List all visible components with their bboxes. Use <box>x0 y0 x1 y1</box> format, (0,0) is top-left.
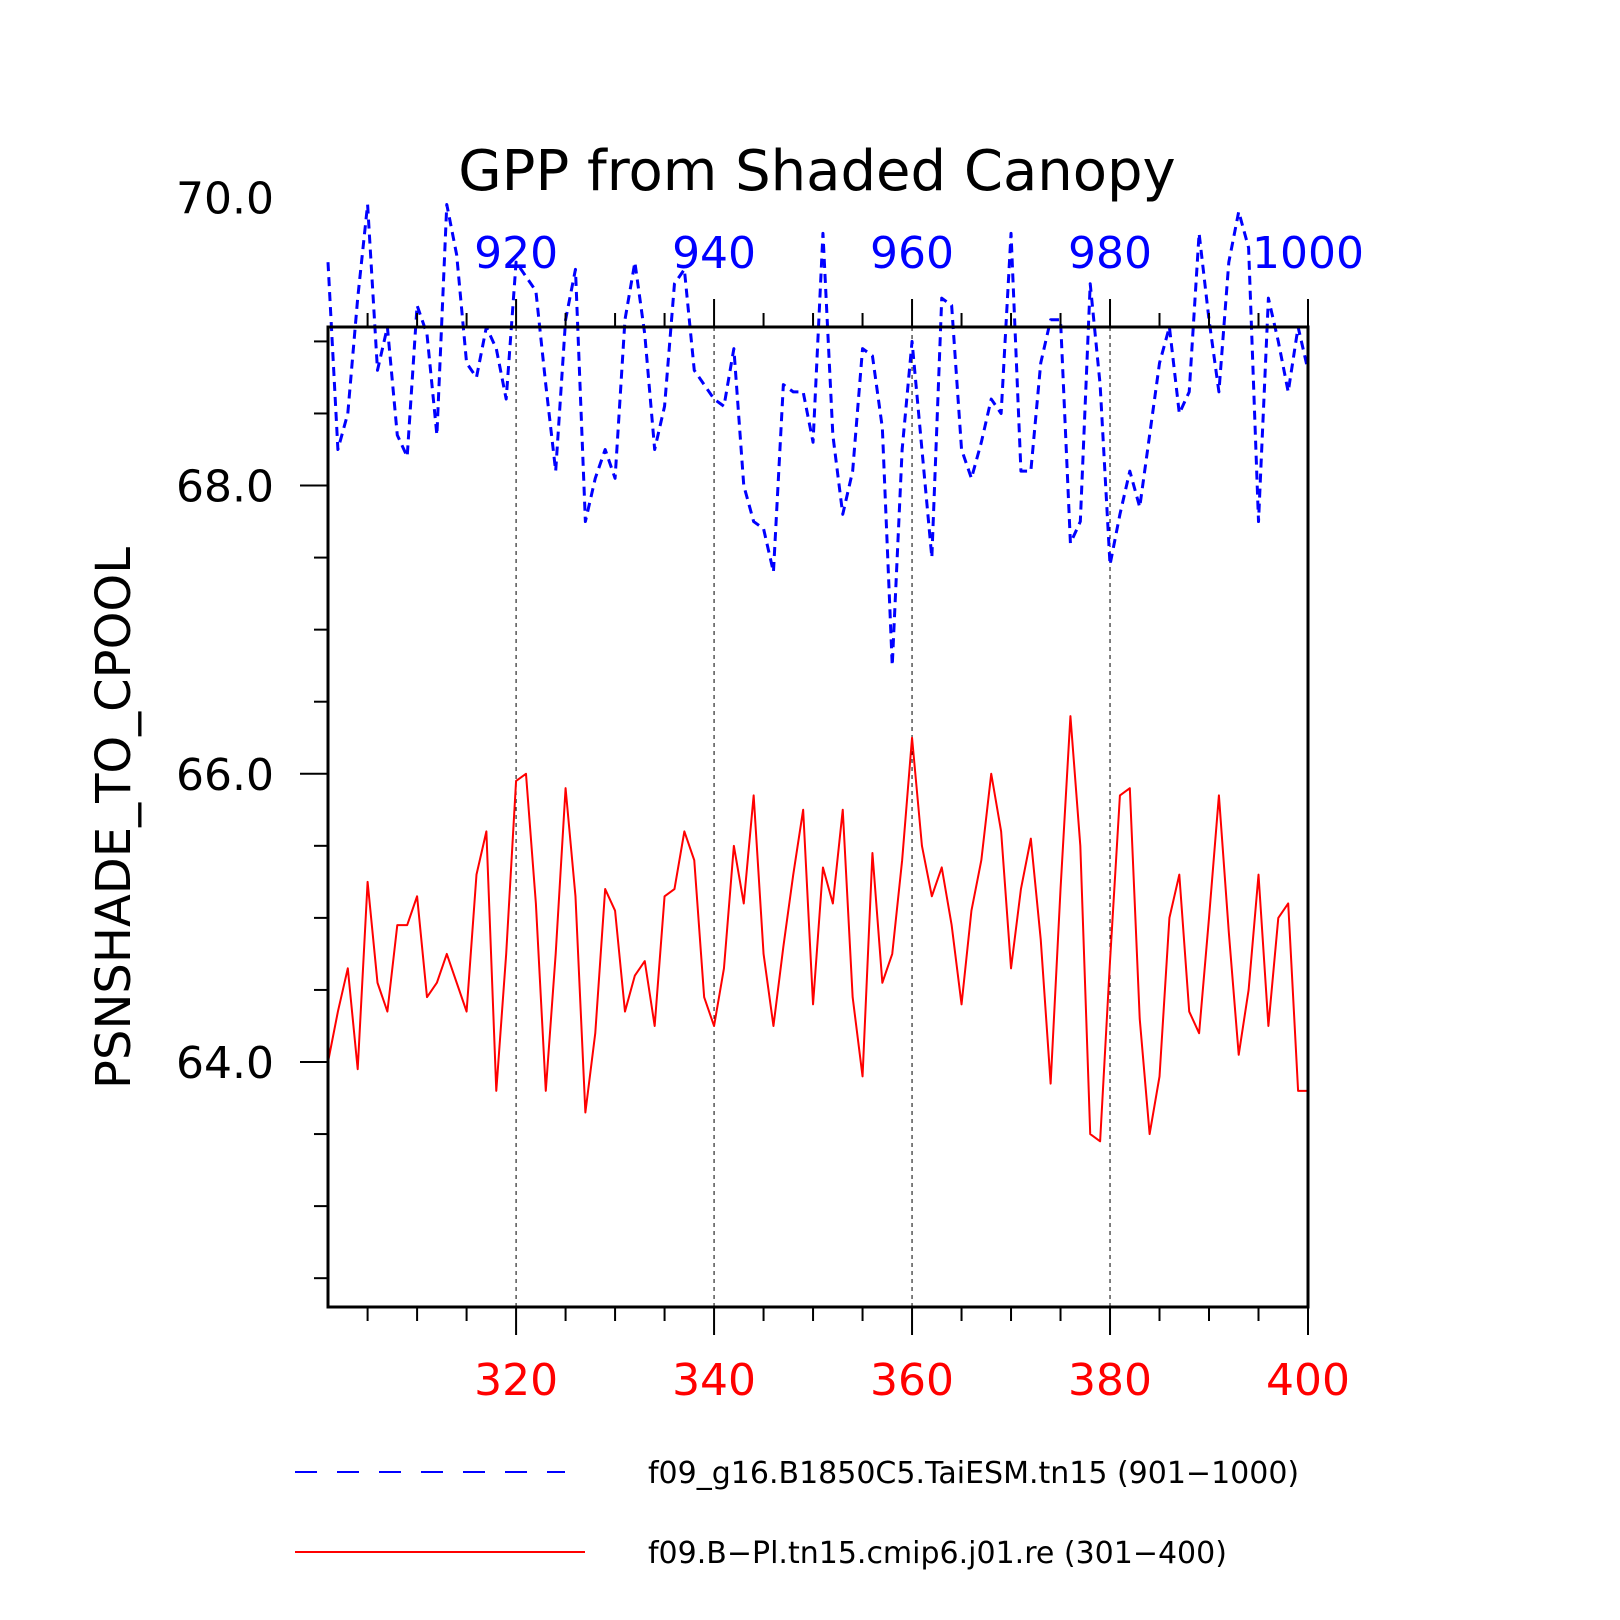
y-tick-label: 70.0 <box>176 173 274 224</box>
legend-label-blue: f09_g16.B1850C5.TaiESM.tn15 (901−1000) <box>648 1456 1299 1491</box>
x-bottom-tick-label: 340 <box>672 1355 756 1406</box>
plot-series <box>326 203 1310 1143</box>
y-axis-label: PSNSHADE_TO_CPOOL <box>86 547 142 1089</box>
series-line-blue <box>326 203 1310 668</box>
x-top-tick-label: 940 <box>672 228 756 279</box>
axes: 320 340 360 380 400 920 940 960 980 1000 64.0 66.0 6… <box>176 173 1364 1406</box>
x-top-tick-label: 980 <box>1068 228 1152 279</box>
gridlines <box>515 327 1111 1307</box>
x-bottom-tick-label: 400 <box>1266 1355 1350 1406</box>
y-tick-label: 68.0 <box>176 462 274 513</box>
plot-frame <box>326 325 1310 1309</box>
x-bottom-tick-label: 360 <box>870 1355 954 1406</box>
x-top-tick-label: 920 <box>474 228 558 279</box>
x-bottom-tick-label: 380 <box>1068 1355 1152 1406</box>
x-top-tick-label: 960 <box>870 228 954 279</box>
y-tick-label: 66.0 <box>176 750 274 801</box>
chart-title: GPP from Shaded Canopy <box>458 139 1175 204</box>
x-bottom-tick-label: 320 <box>474 1355 558 1406</box>
x-top-tick-label: 1000 <box>1252 228 1364 279</box>
legend: f09_g16.B1850C5.TaiESM.tn15 (901−1000) f… <box>295 1456 1299 1571</box>
legend-label-red: f09.B−Pl.tn15.cmip6.j01.re (301−400) <box>648 1536 1227 1571</box>
series-line-red <box>327 715 1308 1143</box>
y-tick-label: 64.0 <box>176 1038 274 1089</box>
